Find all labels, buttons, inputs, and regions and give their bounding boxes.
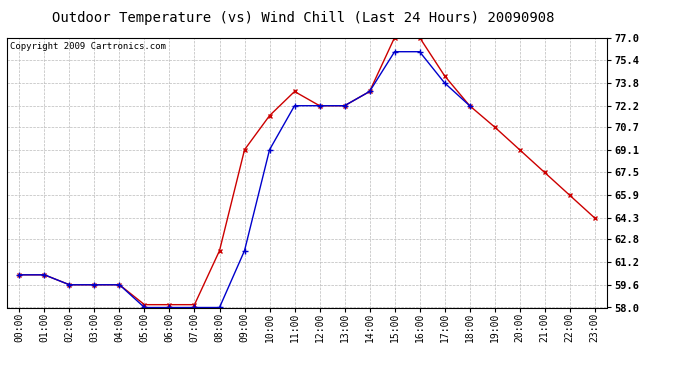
Text: Outdoor Temperature (vs) Wind Chill (Last 24 Hours) 20090908: Outdoor Temperature (vs) Wind Chill (Las… bbox=[52, 11, 555, 25]
Text: Copyright 2009 Cartronics.com: Copyright 2009 Cartronics.com bbox=[10, 42, 166, 51]
